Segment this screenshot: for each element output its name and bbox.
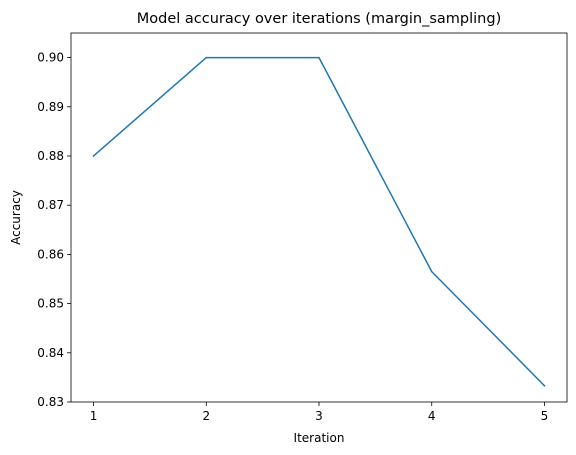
data-point bbox=[543, 385, 546, 387]
y-tick-label: 0.84 bbox=[37, 346, 64, 360]
plot-area bbox=[71, 33, 567, 402]
x-axis-ticks: 1 2 3 4 5 bbox=[90, 402, 549, 423]
x-tick-label: 5 bbox=[541, 409, 549, 423]
y-tick-label: 0.89 bbox=[37, 100, 64, 114]
data-point bbox=[430, 270, 433, 273]
x-tick-label: 2 bbox=[202, 409, 210, 423]
series-layer bbox=[92, 56, 546, 387]
y-tick-label: 0.90 bbox=[37, 51, 64, 65]
x-tick-label: 1 bbox=[90, 409, 98, 423]
x-axis-label: Iteration bbox=[294, 431, 345, 445]
y-tick-label: 0.86 bbox=[37, 247, 64, 261]
x-tick-label: 4 bbox=[428, 409, 436, 423]
y-tick-label: 0.88 bbox=[37, 149, 64, 163]
y-tick-label: 0.87 bbox=[37, 198, 64, 212]
y-tick-label: 0.83 bbox=[37, 395, 64, 409]
y-tick-label: 0.85 bbox=[37, 297, 64, 311]
y-axis-ticks: 0.83 0.84 0.85 0.86 0.87 0.88 0.89 0.90 bbox=[37, 51, 71, 409]
data-point bbox=[92, 155, 95, 157]
data-point bbox=[205, 56, 208, 59]
data-point bbox=[318, 56, 320, 59]
plot-frame bbox=[70, 32, 568, 403]
chart-title: Model accuracy over iterations (margin_s… bbox=[137, 11, 501, 27]
y-axis-label: Accuracy bbox=[9, 190, 23, 245]
plot-background bbox=[71, 33, 567, 402]
x-tick-label: 3 bbox=[315, 409, 323, 423]
